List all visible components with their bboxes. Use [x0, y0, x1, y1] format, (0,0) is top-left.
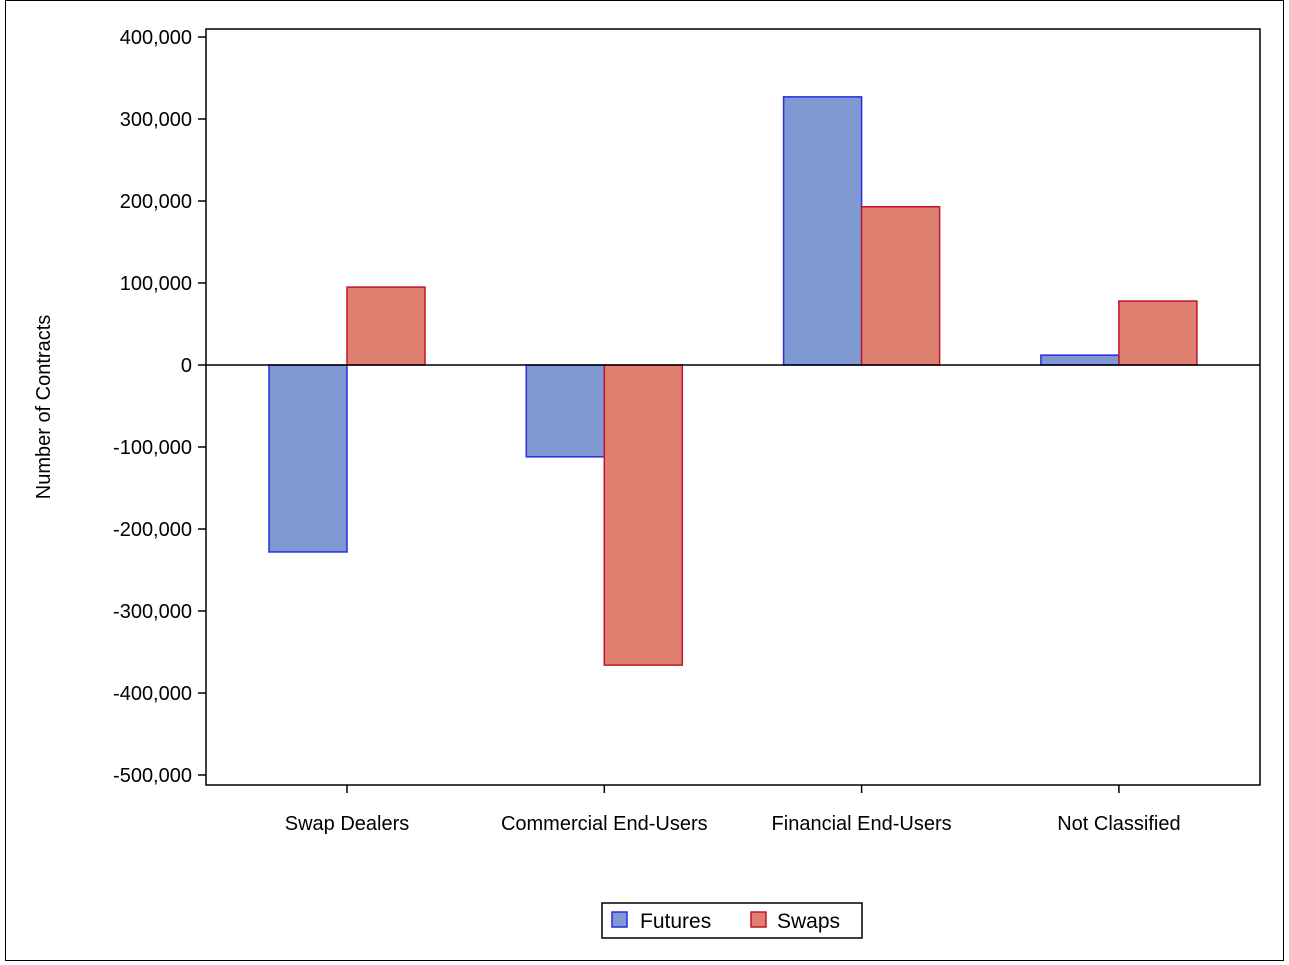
bar-futures [1040, 354, 1120, 366]
legend-label-swaps: Swaps [777, 910, 840, 933]
y-tick-label: 100,000 [120, 273, 192, 295]
bar-swaps [603, 364, 684, 666]
y-tick-label: 200,000 [120, 191, 192, 213]
y-axis-title: Number of Contracts [33, 315, 55, 500]
bar-futures [268, 364, 348, 553]
x-tick-label: Swap Dealers [285, 813, 410, 835]
y-tick-label: -500,000 [113, 765, 192, 787]
y-tick-label: -200,000 [113, 519, 192, 541]
bar-swaps [860, 205, 941, 366]
x-axis: Swap Dealers Commercial End-Users Financia… [285, 785, 1181, 835]
bar-futures [525, 364, 606, 458]
y-tick-label: -400,000 [113, 683, 192, 705]
y-axis: 400,000 300,000 200,000 100,000 0 -100,000 -20… [113, 27, 206, 787]
legend-swatch-swaps [750, 911, 767, 928]
legend-swatch-futures [611, 911, 628, 928]
legend-label-futures: Futures [640, 910, 711, 933]
y-tick-label: -100,000 [113, 437, 192, 459]
x-tick-label: Financial End-Users [772, 813, 952, 835]
bar-swaps [346, 286, 426, 366]
bar-futures [782, 96, 863, 366]
legend-box [601, 902, 863, 939]
x-tick-label: Not Classified [1057, 813, 1180, 835]
y-tick-label: 0 [181, 355, 192, 377]
y-tick-label: 300,000 [120, 109, 192, 131]
x-tick-label: Commercial End-Users [501, 813, 708, 835]
y-tick-label: 400,000 [120, 27, 192, 49]
bars [268, 96, 1198, 666]
plot-area [205, 28, 1261, 786]
y-tick-label: -300,000 [113, 601, 192, 623]
bar-swaps [1118, 300, 1198, 366]
legend: Futures Swaps [601, 902, 863, 939]
